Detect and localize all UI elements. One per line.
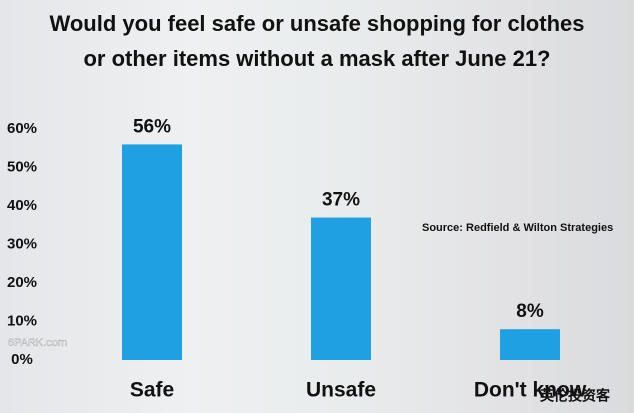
bar: [311, 217, 371, 360]
x-tick-label: Unsafe: [306, 379, 376, 402]
source-note: Source: Redfield & Wilton Strategies: [422, 222, 613, 234]
bar: [500, 329, 560, 360]
y-tick-label: 60%: [7, 120, 37, 137]
value-label: 56%: [133, 116, 171, 137]
y-tick-label: 10%: [7, 312, 37, 329]
y-tick-label: 0%: [11, 351, 33, 368]
value-label: 37%: [322, 190, 360, 211]
y-tick-label: 40%: [7, 197, 37, 214]
watermark: 6PARK.com: [8, 337, 67, 349]
value-label: 8%: [516, 301, 544, 322]
y-tick-label: 50%: [7, 158, 37, 175]
watermark: 英伦投资客: [539, 388, 611, 404]
chart-title: Would you feel safe or unsafe shopping f…: [49, 11, 585, 71]
y-tick-label: 20%: [7, 274, 37, 291]
x-tick-label: Don't know: [474, 379, 587, 402]
bar: [122, 144, 182, 360]
y-tick-label: 30%: [7, 235, 37, 252]
x-tick-label: Safe: [130, 379, 174, 402]
